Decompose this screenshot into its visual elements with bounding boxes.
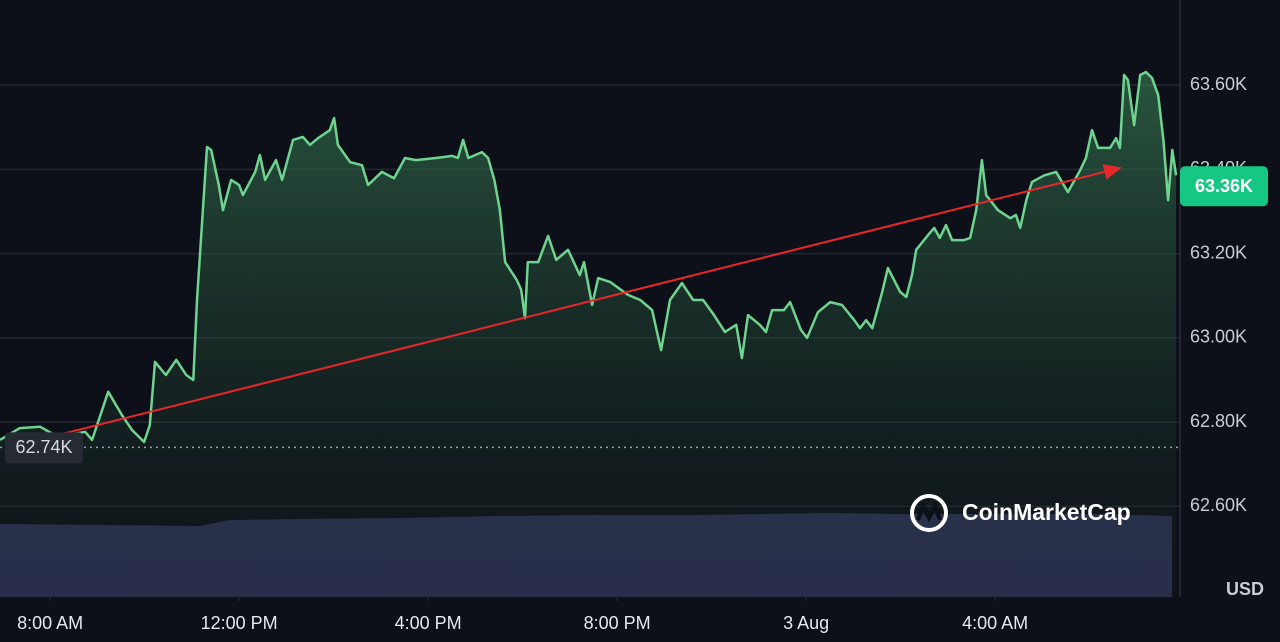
x-tick-label: 4:00 AM — [962, 613, 1028, 633]
logo-mark — [916, 500, 942, 523]
current-price-label: 63.36K — [1195, 176, 1253, 196]
logo-ring — [910, 494, 948, 532]
reference-label: 62.74K — [15, 437, 72, 457]
y-tick-label: 62.60K — [1190, 495, 1247, 515]
watermark-text: CoinMarketCap — [962, 499, 1131, 525]
price-line — [0, 70, 1178, 444]
y-tick-label: 63.00K — [1190, 327, 1247, 347]
x-tick-label: 4:00 PM — [395, 613, 462, 633]
watermark: CoinMarketCap — [910, 494, 1131, 532]
y-tick-label: 63.20K — [1190, 242, 1247, 262]
trend-arrow — [49, 164, 1122, 438]
x-tick-label: 12:00 PM — [201, 613, 278, 633]
current-price-box — [1180, 166, 1268, 207]
reference-label-box — [5, 432, 83, 464]
price-area — [0, 72, 1177, 597]
y-tick-label: 63.60K — [1190, 74, 1247, 94]
plot — [0, 70, 1178, 597]
x-tick-label: 3 Aug — [783, 613, 829, 633]
x-tick-label: 8:00 AM — [17, 613, 83, 633]
x-tick-label: 8:00 PM — [584, 613, 651, 633]
currency-label: USD — [1226, 579, 1264, 599]
y-tick-label: 62.80K — [1190, 411, 1247, 431]
